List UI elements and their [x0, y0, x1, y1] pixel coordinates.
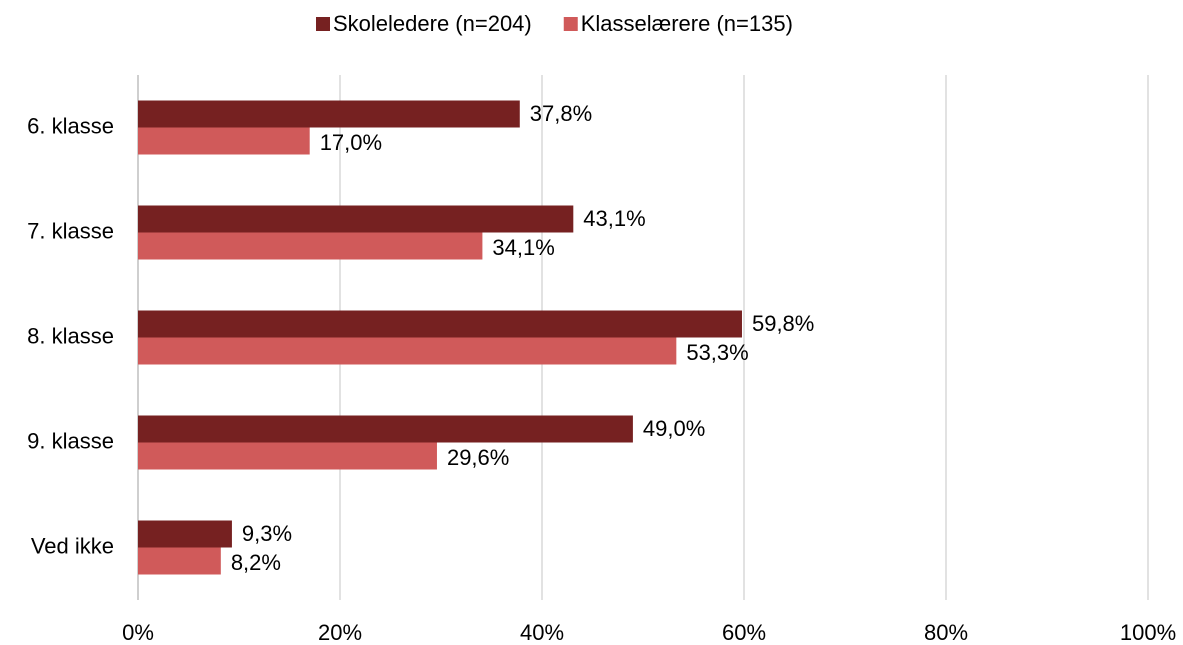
data-label: 49,0% [643, 416, 705, 441]
x-tick-label: 80% [924, 620, 968, 645]
legend-label: Klasselærere (n=135) [581, 11, 793, 36]
x-tick-label: 100% [1120, 620, 1176, 645]
bar [138, 127, 310, 155]
y-tick-label: 9. klasse [27, 428, 114, 453]
x-tick-label: 20% [318, 620, 362, 645]
bar [138, 232, 483, 260]
data-label: 29,6% [447, 445, 509, 470]
bar [138, 310, 742, 338]
bar [138, 337, 677, 365]
data-label: 9,3% [242, 521, 292, 546]
legend-swatch [316, 17, 330, 31]
y-tick-label: 7. klasse [27, 218, 114, 243]
data-label: 59,8% [752, 311, 814, 336]
data-label: 37,8% [530, 101, 592, 126]
data-label: 43,1% [583, 206, 645, 231]
bar [138, 415, 633, 443]
data-label: 53,3% [686, 340, 748, 365]
x-tick-label: 40% [520, 620, 564, 645]
x-tick-label: 60% [722, 620, 766, 645]
x-tick-label: 0% [122, 620, 154, 645]
bar [138, 547, 221, 575]
data-label: 34,1% [492, 235, 554, 260]
data-label: 8,2% [231, 550, 281, 575]
y-tick-label: Ved ikke [31, 533, 114, 558]
legend-label: Skoleledere (n=204) [333, 11, 532, 36]
bar [138, 100, 520, 128]
bar [138, 520, 232, 548]
data-label: 17,0% [320, 130, 382, 155]
y-tick-label: 8. klasse [27, 323, 114, 348]
bar [138, 205, 574, 233]
legend-swatch [563, 17, 578, 31]
bar [138, 442, 437, 470]
y-tick-label: 6. klasse [27, 113, 114, 138]
